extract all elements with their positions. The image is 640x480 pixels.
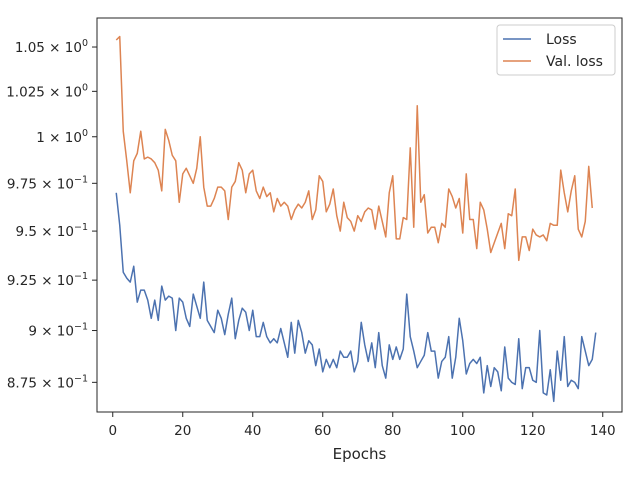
y-tick-label: 1.025 × 100 xyxy=(6,82,88,100)
x-tick-label: 20 xyxy=(174,423,191,439)
y-tick-label: 8.75 × 10−1 xyxy=(7,373,88,391)
y-tick-label: 1.05 × 100 xyxy=(15,38,88,56)
legend-box xyxy=(496,24,616,76)
y-tick-label: 9.5 × 10−1 xyxy=(15,222,88,240)
x-tick-label: 0 xyxy=(108,423,117,439)
x-tick-label: 40 xyxy=(244,423,261,439)
y-tick-label: 9.75 × 10−1 xyxy=(7,174,88,192)
y-tick-label: 1 × 100 xyxy=(36,128,88,146)
x-tick-label: 140 xyxy=(590,423,616,439)
x-axis-label: Epochs xyxy=(333,445,387,463)
y-tick-label: 9.25 × 10−1 xyxy=(7,271,88,289)
x-tick-label: 80 xyxy=(384,423,401,439)
x-axis: 0 20 40 60 80 100 120 140 xyxy=(108,412,616,439)
x-tick-label: 60 xyxy=(314,423,331,439)
y-tick-label: 9 × 10−1 xyxy=(28,322,88,340)
legend-label-val-loss: Val. loss xyxy=(546,54,603,70)
legend-label-loss: Loss xyxy=(546,32,577,48)
x-tick-label: 120 xyxy=(520,423,546,439)
plot-background xyxy=(97,18,622,412)
plot-frame xyxy=(96,17,623,413)
y-axis: 8.75 × 10−1 9 × 10−1 9.25 × 10−1 9.5 × 10−1… xyxy=(6,38,97,391)
series-layer xyxy=(115,35,597,403)
x-tick-label: 100 xyxy=(450,423,476,439)
legend: Loss Val. loss xyxy=(496,24,616,76)
series-line-loss xyxy=(115,192,597,403)
series-line-val-loss xyxy=(115,35,593,262)
